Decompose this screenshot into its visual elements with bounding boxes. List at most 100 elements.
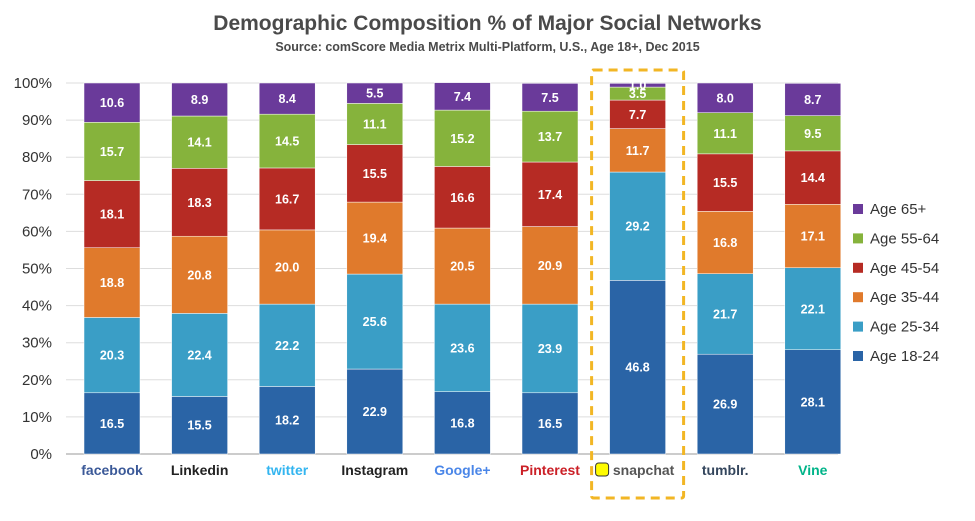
x-label-linkedin: Linkedin [171, 462, 229, 478]
legend-swatch [853, 292, 863, 303]
bar-value-label: 20.5 [450, 260, 474, 274]
bar-value-label: 18.8 [100, 276, 124, 290]
bar-value-label: 22.1 [801, 302, 825, 316]
bar-value-label: 20.9 [538, 259, 562, 273]
x-label-snapchat: snapchat [613, 462, 675, 478]
bar-segment-tumblr-age-55-64 [696, 112, 754, 155]
bar-segment-instagram-age-55-64 [346, 103, 404, 145]
bar-segment-instagram-age-65- [346, 82, 404, 104]
bar-segment-google-age-55-64 [434, 109, 491, 167]
bar-segment-pinterest-age-25-34 [521, 303, 579, 394]
bar-segment-vine-age-55-64 [784, 115, 842, 152]
x-label-vine: Vine [798, 462, 828, 478]
bar-segment-pinterest-age-65- [521, 83, 579, 112]
bar-value-label: 29.2 [625, 220, 649, 234]
bar-segment-vine-age-25-34 [784, 267, 842, 350]
bar-segment-linkedin-age-25-34 [171, 313, 228, 397]
bar-value-label: 17.1 [801, 230, 825, 244]
bar-value-label: 3.5 [629, 87, 646, 101]
bar-value-label: 11.1 [363, 117, 387, 131]
bar-value-label: 21.7 [713, 307, 737, 321]
bar-segment-facebook-age-65- [83, 82, 141, 123]
bar-value-label: 13.7 [538, 130, 562, 144]
y-tick-label: 90% [22, 112, 52, 129]
bar-value-label: 17.4 [538, 188, 562, 202]
bar-segment-linkedin-age-65- [171, 82, 228, 117]
legend-swatch [853, 351, 863, 361]
chart-title: Demographic Composition % of Major Socia… [213, 12, 762, 35]
bar-value-label: 16.8 [450, 416, 474, 430]
bar-segment-tumblr-age-65- [696, 82, 754, 113]
bar-value-label: 15.5 [187, 419, 211, 433]
highlight-box [590, 68, 686, 500]
bar-value-label: 7.5 [541, 91, 558, 105]
bar-value-label: 7.7 [629, 108, 646, 122]
bar-segment-linkedin-age-45-54 [171, 168, 228, 237]
bar-segment-instagram-age-25-34 [346, 273, 404, 370]
bar-value-label: 23.9 [538, 342, 562, 356]
x-label-google: Google+ [434, 462, 490, 478]
bar-value-label: 14.5 [275, 135, 299, 149]
bar-value-label: 16.7 [275, 192, 299, 206]
bar-segment-vine-age-18-24 [784, 349, 842, 455]
bar-value-label: 18.2 [275, 414, 299, 428]
bar-value-label: 19.4 [363, 232, 387, 246]
bar-segment-twitter-age-45-54 [258, 167, 316, 231]
bar-segment-linkedin-age-55-64 [171, 115, 228, 169]
bar-segment-google-age-35-44 [434, 227, 491, 305]
x-label-facebook: facebook [81, 462, 143, 478]
bar-value-label: 18.1 [100, 208, 124, 222]
bar-value-label: 7.4 [454, 90, 471, 104]
legend: Age 65+ Age 55-64 Age 45-54 Age 35-44 Age 25… [853, 201, 939, 365]
bar-segment-linkedin-age-18-24 [171, 396, 228, 455]
x-axis-labels: facebook Linkedin twitter Instagram Google+ P… [81, 462, 827, 478]
bar-segment-tumblr-age-18-24 [696, 353, 754, 455]
bar-segment-facebook-age-35-44 [83, 247, 141, 318]
legend-swatch [853, 233, 863, 244]
bar-value-label: 8.4 [279, 92, 296, 106]
legend-label: Age 18-24 [870, 348, 939, 365]
bar-segment-facebook-age-25-34 [83, 317, 141, 394]
y-tick-label: 80% [22, 149, 52, 166]
bar-segment-snapchat-age-65- [609, 83, 666, 88]
y-tick-label: 100% [14, 75, 52, 92]
bar-value-label: 16.8 [713, 236, 737, 250]
bar-segment-vine-age-45-54 [784, 150, 842, 205]
bar-value-label: 20.8 [187, 268, 211, 282]
x-label-twitter: twitter [266, 462, 309, 478]
bar-segment-instagram-age-18-24 [346, 368, 404, 455]
bar-segment-instagram-age-35-44 [346, 201, 404, 275]
bar-segment-vine-age-35-44 [784, 204, 842, 269]
bar-value-label: 22.4 [187, 348, 211, 362]
legend-label: Age 65+ [870, 201, 927, 218]
x-label-tumblr: tumblr. [702, 462, 749, 478]
bar-value-label: 28.1 [801, 395, 825, 409]
bar-segment-tumblr-age-35-44 [696, 211, 754, 274]
y-tick-label: 30% [22, 335, 52, 352]
bar-value-label: 11.1 [713, 127, 737, 141]
bar-value-label: 20.0 [275, 261, 299, 275]
bar-value-label: 25.6 [363, 315, 387, 329]
bar-segment-instagram-age-45-54 [346, 144, 404, 203]
bar-value-label: 16.5 [100, 417, 124, 431]
legend-label: Age 45-54 [870, 260, 939, 277]
x-label-instagram: Instagram [341, 462, 408, 478]
bar-segment-snapchat-age-35-44 [609, 128, 666, 173]
bar-value-label: 5.5 [366, 87, 383, 101]
y-tick-label: 50% [22, 261, 52, 278]
bar-value-label: 10.6 [100, 96, 124, 110]
y-axis-ticks: 0% 10% 20% 30% 40% 50% 60% 70% 80% 90% 100% [14, 75, 52, 463]
bar-segment-google-age-65- [434, 82, 491, 111]
bar-segment-snapchat-age-25-34 [609, 171, 666, 281]
bar-segment-facebook-age-55-64 [83, 122, 141, 181]
bars: 16.5 20.3 18.8 18.1 15.7 10.6 15.5 22.4 20.8 18.3… [83, 79, 842, 455]
bar-value-label: 11.7 [626, 144, 650, 158]
bar-value-label: 15.5 [713, 176, 737, 190]
y-tick-label: 0% [30, 446, 52, 463]
y-tick-label: 40% [22, 298, 52, 315]
legend-swatch [853, 262, 863, 273]
bar-value-label: 23.6 [450, 341, 474, 355]
bar-segment-tumblr-age-25-34 [696, 273, 754, 355]
x-label-pinterest: Pinterest [520, 462, 580, 478]
